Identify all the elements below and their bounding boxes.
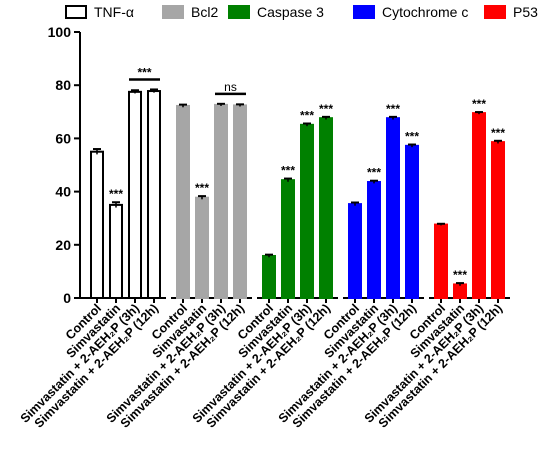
bar	[90, 150, 104, 299]
bar	[434, 223, 448, 299]
significance-label: ***	[300, 109, 314, 123]
significance-label: ***	[472, 97, 486, 111]
legend-label: P53	[513, 4, 538, 20]
bar	[128, 90, 142, 299]
bar	[214, 103, 228, 299]
y-tick-label: 100	[48, 24, 72, 40]
legend-swatch	[484, 5, 506, 19]
series-3: *** *** ***	[348, 102, 419, 300]
y-tick-label: 80	[55, 77, 71, 93]
bar	[176, 104, 190, 299]
bar	[281, 179, 295, 299]
series-1: *** ns	[176, 80, 247, 299]
legend-label: Caspase 3	[257, 4, 324, 20]
bar	[491, 141, 505, 299]
bar	[147, 90, 161, 299]
bar	[109, 203, 123, 299]
legend-swatch	[162, 5, 184, 19]
bar	[405, 144, 419, 299]
plot-area: *** *** *** ns *** *** *** *** *** *** *** *** ***	[90, 65, 505, 300]
series-2: *** *** ***	[262, 102, 333, 299]
series-4: *** *** ***	[434, 97, 505, 299]
bracket-label: ***	[137, 65, 151, 79]
y-tick-label: 20	[55, 237, 71, 253]
significance-label: ***	[319, 102, 333, 116]
significance-label: ***	[405, 130, 419, 144]
bracket-label: ns	[224, 80, 237, 94]
legend-label: Bcl2	[191, 4, 218, 20]
legend-swatch	[228, 5, 250, 19]
bar	[453, 283, 467, 299]
legend-swatch	[65, 5, 87, 19]
bar	[472, 112, 486, 299]
legend: TNF-α Bcl2 Caspase 3 Cytochrome c P53	[65, 4, 538, 20]
significance-label: ***	[453, 268, 467, 282]
y-tick-label: 0	[63, 290, 71, 306]
bar	[348, 203, 362, 300]
significance-label: ***	[281, 164, 295, 178]
legend-label: Cytochrome c	[382, 4, 468, 20]
significance-label: ***	[491, 126, 505, 140]
significance-label: ***	[367, 166, 381, 180]
legend-label: TNF-α	[94, 4, 134, 20]
significance-label: ***	[386, 102, 400, 116]
bar	[300, 123, 314, 299]
y-tick-label: 60	[55, 130, 71, 146]
bar	[195, 196, 209, 299]
significance-label: ***	[109, 187, 123, 201]
bar	[319, 117, 333, 299]
bar	[262, 254, 276, 299]
significance-label: ***	[195, 181, 209, 195]
legend-swatch	[353, 5, 375, 19]
y-tick-label: 40	[55, 184, 71, 200]
bar	[233, 104, 247, 299]
bar	[386, 117, 400, 299]
y-axis: 0 20 40 60 80 100	[48, 24, 81, 306]
bar	[367, 181, 381, 299]
series-0: *** ***	[90, 65, 161, 299]
